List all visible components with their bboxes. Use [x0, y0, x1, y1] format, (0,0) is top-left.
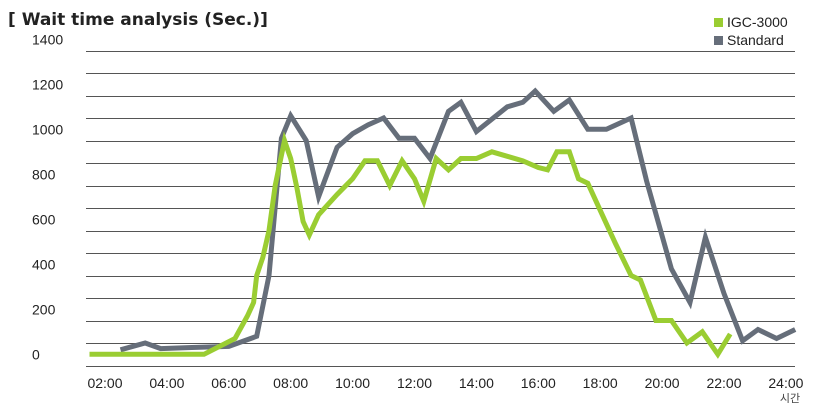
series-igc-3000-line	[89, 131, 733, 359]
y-axis: 0 200 400 600 800 1000 1200 1400	[32, 32, 63, 363]
legend-swatch-igc-3000	[714, 18, 723, 27]
legend: IGC-3000 Standard	[714, 14, 788, 48]
x-tick-label: 18:00	[583, 375, 618, 391]
x-tick-label: 10:00	[335, 375, 370, 391]
series-standard-line	[119, 87, 797, 353]
x-tick-label: 02:00	[87, 375, 122, 391]
series-layer	[89, 87, 797, 359]
chart-title: [ Wait time analysis (Sec.)]	[8, 10, 268, 30]
y-tick-label: 600	[32, 212, 56, 228]
legend-label-standard: Standard	[727, 32, 784, 48]
legend-label-igc-3000: IGC-3000	[727, 14, 788, 30]
x-tick-label: 04:00	[149, 375, 184, 391]
y-tick-label: 0	[32, 347, 40, 363]
x-tick-label: 24:00	[768, 375, 803, 391]
x-tick-label: 12:00	[397, 375, 432, 391]
x-axis: 02:00 04:00 06:00 08:00 10:00 12:00 14:00 16:00…	[87, 375, 803, 391]
x-axis-label: 시간	[780, 392, 800, 405]
legend-swatch-standard	[714, 36, 723, 45]
y-tick-label: 1200	[32, 77, 63, 93]
gridlines	[86, 51, 795, 367]
y-tick-label: 1400	[32, 32, 63, 48]
x-tick-label: 16:00	[521, 375, 556, 391]
y-tick-label: 200	[32, 302, 56, 318]
y-tick-label: 1000	[32, 122, 63, 138]
x-tick-label: 06:00	[211, 375, 246, 391]
y-tick-label: 400	[32, 257, 56, 273]
x-tick-label: 08:00	[273, 375, 308, 391]
x-tick-label: 22:00	[706, 375, 741, 391]
x-tick-label: 20:00	[645, 375, 680, 391]
x-tick-label: 14:00	[459, 375, 494, 391]
y-tick-label: 800	[32, 167, 56, 183]
